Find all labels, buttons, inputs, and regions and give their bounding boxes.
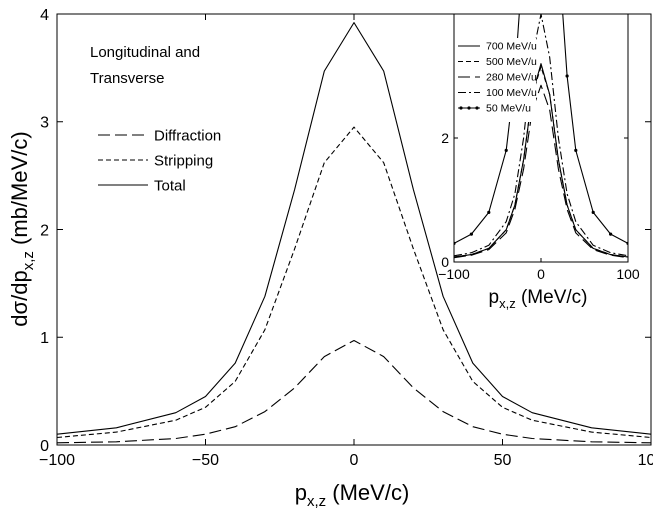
main-plot: −100 −50 0 50 100 0 1 2 3 4 Longitudinal and Tran…: [7, 7, 653, 508]
inset-y-tick-label: 2: [441, 130, 449, 146]
main-series-line-stripping: [57, 126, 651, 439]
main-x-tick-label: 100: [638, 452, 653, 469]
main-series-line-diffraction: [57, 339, 651, 444]
inset-legend-label-700-mev-u: 700 MeV/u: [486, 41, 537, 53]
main-legend: Diffraction Stripping Total: [98, 127, 221, 194]
main-y-tick-label: 1: [40, 330, 49, 347]
inset-series-point-50-mev-u: [469, 232, 473, 236]
main-series-line-total: [57, 22, 651, 435]
inset-series-point-50-mev-u: [591, 210, 595, 214]
inset-series-line-500-mev-u: [454, 66, 628, 258]
inset-legend-label-280-mev-u: 280 MeV/u: [486, 72, 537, 84]
main-annotation-line-2: Transverse: [90, 70, 164, 87]
inset-x-axis-label: px,z (MeV/c): [489, 287, 588, 311]
main-x-axis-label: px,z (MeV/c): [295, 480, 410, 508]
inset-legend-marker-50-mev-u: [459, 106, 463, 110]
main-y-axis-label: dσ/dpx,z (mb/MeV/c): [7, 131, 37, 326]
main-x-tick-label: 50: [494, 452, 512, 469]
main-x-tick-label: −100: [39, 452, 75, 469]
main-y-tick-label: 2: [40, 222, 49, 239]
inset-series-line-280-mev-u: [454, 84, 628, 259]
inset-legend-marker-50-mev-u: [467, 106, 471, 110]
main-legend-label-stripping: Stripping: [154, 152, 213, 169]
main-x-tick-label: 0: [350, 452, 359, 469]
inset-y-tick-label: 0: [441, 254, 449, 270]
inset-legend-marker-50-mev-u: [475, 106, 479, 110]
inset-legend-label-100-mev-u: 100 MeV/u: [486, 87, 537, 99]
inset-x-tick-label: 0: [537, 266, 545, 282]
main-y-tick-label: 0: [40, 438, 49, 455]
main-x-tick-label: −50: [192, 452, 219, 469]
inset-plot: 700 MeV/u 500 MeV/u 280 MeV/u 100 MeV/u 50 M…: [438, 13, 640, 311]
inset-series-point-50-mev-u: [565, 74, 569, 78]
main-legend-label-total: Total: [154, 177, 186, 194]
inset-series-point-50-mev-u: [504, 148, 508, 152]
inset-series-point-50-mev-u: [574, 148, 578, 152]
main-y-tick-label: 3: [40, 115, 49, 132]
inset-x-tick-label: −100: [438, 266, 470, 282]
main-y-tick-label: 4: [40, 7, 49, 24]
inset-series-point-50-mev-u: [609, 232, 613, 236]
inset-series-line-50-mev-u: [454, 14, 628, 244]
inset-series-line-100-mev-u: [454, 14, 628, 257]
inset-x-tick-label: 100: [616, 266, 640, 282]
main-annotation-line-1: Longitudinal and: [90, 44, 200, 61]
main-legend-label-diffraction: Diffraction: [154, 127, 221, 144]
inset-legend-label-500-mev-u: 500 MeV/u: [486, 56, 537, 68]
inset-series-point-50-mev-u: [487, 210, 491, 214]
inset-legend-label-50-mev-u: 50 MeV/u: [486, 103, 531, 115]
inset-legend: 700 MeV/u 500 MeV/u 280 MeV/u 100 MeV/u 50 M…: [458, 41, 537, 115]
